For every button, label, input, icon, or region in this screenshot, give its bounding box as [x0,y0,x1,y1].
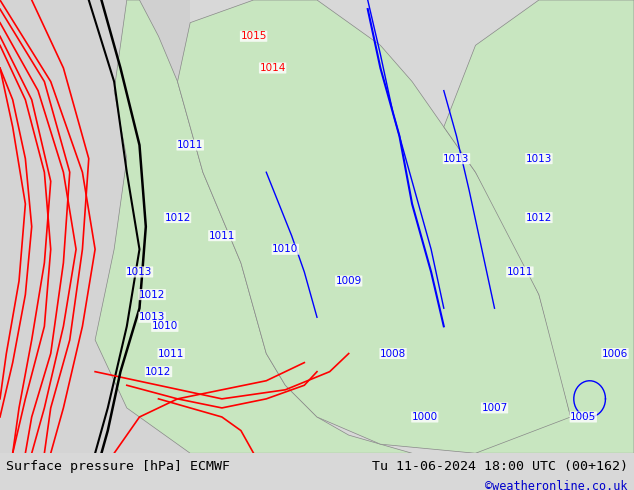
Text: ©weatheronline.co.uk: ©weatheronline.co.uk [485,480,628,490]
Polygon shape [95,0,412,453]
Text: 1010: 1010 [152,321,178,331]
FancyBboxPatch shape [0,0,190,453]
Text: 1012: 1012 [139,290,165,299]
Text: 1013: 1013 [139,312,165,322]
Text: 1005: 1005 [570,412,597,422]
Text: 1014: 1014 [259,63,286,73]
Text: 1012: 1012 [145,367,172,377]
Text: 1009: 1009 [335,276,362,286]
Polygon shape [178,0,571,453]
Text: 1008: 1008 [380,348,406,359]
Text: 1011: 1011 [209,231,235,241]
Text: 1011: 1011 [177,140,204,150]
Text: 1013: 1013 [443,154,470,164]
Text: 1012: 1012 [164,213,191,222]
Text: 1000: 1000 [411,412,438,422]
Text: 1011: 1011 [507,267,533,277]
Text: 1013: 1013 [126,267,153,277]
Text: 1015: 1015 [240,31,267,41]
Text: 1011: 1011 [158,348,184,359]
Polygon shape [444,0,634,453]
Text: 1013: 1013 [526,154,552,164]
Polygon shape [0,0,222,453]
Text: Surface pressure [hPa] ECMWF: Surface pressure [hPa] ECMWF [6,460,230,473]
Text: 1006: 1006 [602,348,628,359]
Text: 1007: 1007 [481,403,508,413]
Text: Tu 11-06-2024 18:00 UTC (00+162): Tu 11-06-2024 18:00 UTC (00+162) [372,460,628,473]
Text: 1010: 1010 [272,245,299,254]
Text: 1012: 1012 [526,213,552,222]
